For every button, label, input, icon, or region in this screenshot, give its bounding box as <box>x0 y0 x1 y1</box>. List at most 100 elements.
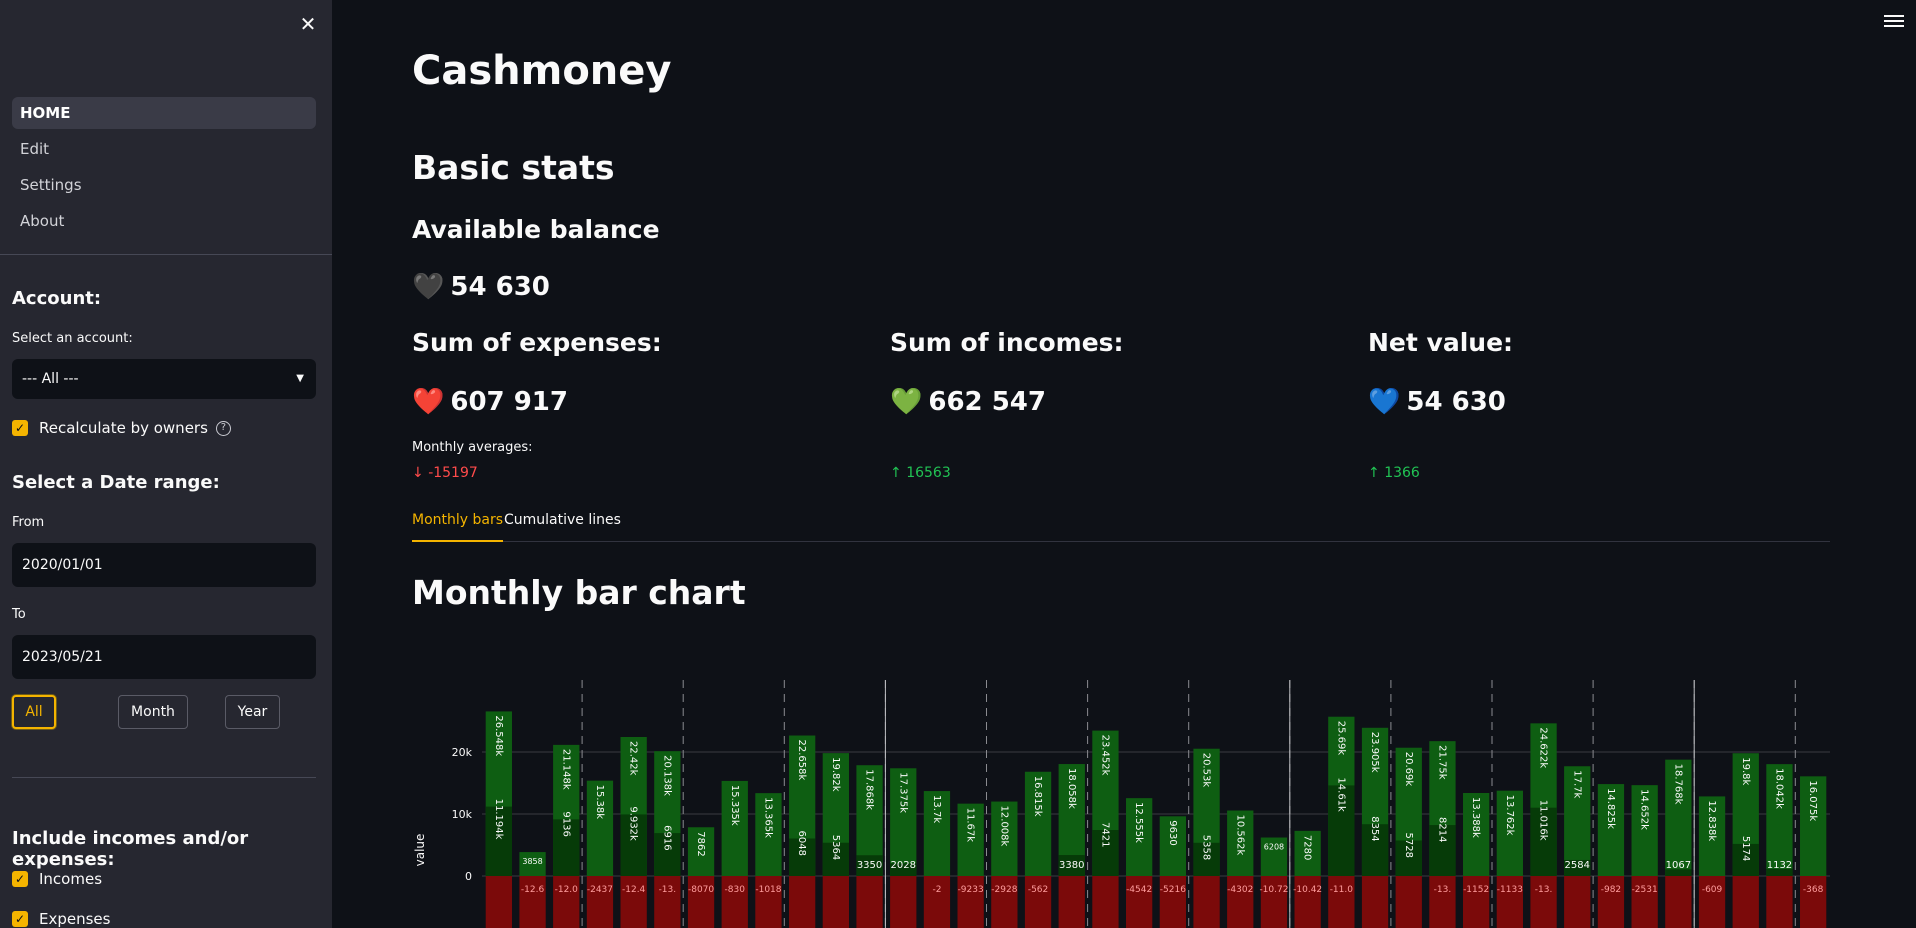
bar-value-label: 13.365k <box>762 797 773 838</box>
income-bar <box>586 780 614 876</box>
bar-value-label: 17.375k <box>897 772 908 813</box>
net-metric: 💙 54 630 <box>1368 387 1506 417</box>
expense-value-label: -2531 <box>1632 885 1658 895</box>
net-bar <box>1766 868 1793 876</box>
net-bar <box>890 863 917 876</box>
expense-bar <box>1361 876 1389 928</box>
net-bar <box>789 838 816 876</box>
expense-bar <box>1159 876 1186 928</box>
nav-item-edit[interactable]: Edit <box>20 140 50 158</box>
red-heart-icon: ❤️ <box>412 387 445 417</box>
bar-value-label: 12.838k <box>1706 800 1717 841</box>
expense-value-label: -12.0 <box>555 885 579 895</box>
range-month-button[interactable]: Month <box>118 695 188 729</box>
expense-value-label: -9233 <box>958 885 984 895</box>
close-sidebar-icon[interactable]: ✕ <box>299 12 317 36</box>
range-all-button[interactable]: All <box>12 695 56 729</box>
from-date-input[interactable]: 2020/01/01 <box>12 543 316 587</box>
arrow-down-icon: ↓ <box>412 465 424 481</box>
bar-value-label: 8214 <box>1436 817 1447 842</box>
bar-value-label: 22.658k <box>796 740 807 781</box>
income-bar <box>957 803 984 876</box>
expense-value-label: -1018 <box>755 885 781 895</box>
income-bar <box>1126 798 1153 876</box>
bar-value-label: 16.815k <box>1032 776 1043 817</box>
net-bar <box>1429 825 1456 876</box>
expense-value-label: -562 <box>1028 885 1048 895</box>
expense-bar <box>1328 876 1355 928</box>
nav-item-home[interactable]: HOME <box>12 97 316 129</box>
account-select[interactable]: --- All --- ▼ <box>12 359 316 399</box>
net-delta: ↑ 1366 <box>1368 465 1420 481</box>
bar-value-label: 3380 <box>1059 860 1084 871</box>
net-bar <box>654 833 681 876</box>
income-bar <box>1564 766 1591 876</box>
bar-value-label: 14.825k <box>1605 788 1616 829</box>
sidebar-nav: HOME Edit Settings About <box>12 97 316 241</box>
bar-value-label: 12.555k <box>1133 802 1144 843</box>
bar-value-label: 16.075k <box>1807 780 1818 821</box>
to-date-input[interactable]: 2023/05/21 <box>12 635 316 679</box>
tab-cumulative-lines[interactable]: Cumulative lines <box>504 512 621 528</box>
bar-value-label: 9.932k <box>628 806 639 841</box>
menu-icon[interactable] <box>1884 12 1904 32</box>
y-axis-label: value <box>413 834 427 867</box>
expense-bar <box>822 876 849 928</box>
expense-value-label: -2 <box>932 885 941 895</box>
expense-bar <box>553 876 580 928</box>
bar-value-label: 6916 <box>661 825 672 850</box>
bar-value-label: 21.148k <box>560 749 571 790</box>
bar-value-label: 24.622k <box>1538 727 1549 768</box>
check-icon: ✓ <box>12 420 28 436</box>
income-bar <box>755 793 782 876</box>
net-bar <box>856 855 883 876</box>
expenses-sum-label: Sum of expenses: <box>412 328 662 357</box>
chevron-down-icon: ▼ <box>296 373 304 384</box>
include-heading: Include incomes and/or expenses: <box>12 828 249 870</box>
net-bar <box>1564 859 1591 876</box>
incomes-checkbox[interactable]: ✓ Incomes <box>12 869 102 889</box>
help-icon[interactable]: ? <box>215 420 231 436</box>
expense-bar <box>1665 876 1692 928</box>
nav-item-about[interactable]: About <box>20 212 65 230</box>
expense-value-label: -4542 <box>1126 885 1152 895</box>
tab-monthly-bars[interactable]: Monthly bars <box>412 506 504 542</box>
recalculate-checkbox[interactable]: ✓ Recalculate by owners ? <box>12 418 231 438</box>
expense-bar <box>485 876 512 928</box>
bar-value-label: 20.138k <box>661 755 672 796</box>
range-year-button[interactable]: Year <box>225 695 280 729</box>
expense-bar <box>1732 876 1759 928</box>
bar-value-label: 14.652k <box>1639 789 1650 830</box>
net-bar <box>1092 829 1119 876</box>
expense-bar <box>1766 876 1793 928</box>
expenses-delta: ↓ -15197 <box>412 465 478 481</box>
bar-value-label: 22.42k <box>628 741 639 776</box>
expense-value-label: -1152 <box>1463 885 1489 895</box>
expense-bar <box>1126 876 1153 928</box>
bar-value-label: 13.7k <box>931 795 942 823</box>
expense-bar <box>721 876 748 928</box>
sidebar-divider <box>12 777 316 778</box>
to-label: To <box>12 607 26 622</box>
green-heart-icon: 💚 <box>890 387 923 417</box>
bar-value-label: 6048 <box>796 831 807 856</box>
expense-bar <box>1698 876 1726 928</box>
expense-bar <box>1496 876 1523 928</box>
net-bar <box>1395 840 1422 876</box>
expense-value-label: -830 <box>725 885 746 895</box>
bar-value-label: 9136 <box>560 811 571 836</box>
expense-bar <box>957 876 984 928</box>
bar-value-label: 5174 <box>1740 836 1751 861</box>
expenses-checkbox[interactable]: ✓ Expenses <box>12 909 110 928</box>
net-bar <box>1361 824 1389 876</box>
arrow-up-icon: ↑ <box>890 465 902 481</box>
expense-bar <box>586 876 614 928</box>
chart-tabs: Monthly bars Cumulative lines <box>412 506 1830 542</box>
net-bar <box>1058 855 1085 876</box>
chart-heading: Monthly bar chart <box>412 573 746 612</box>
bar-value-label: 13.388k <box>1470 797 1481 838</box>
expense-bar <box>620 876 647 928</box>
nav-item-settings[interactable]: Settings <box>20 176 82 194</box>
expense-bar <box>1294 876 1321 928</box>
expense-bar <box>1597 876 1625 928</box>
